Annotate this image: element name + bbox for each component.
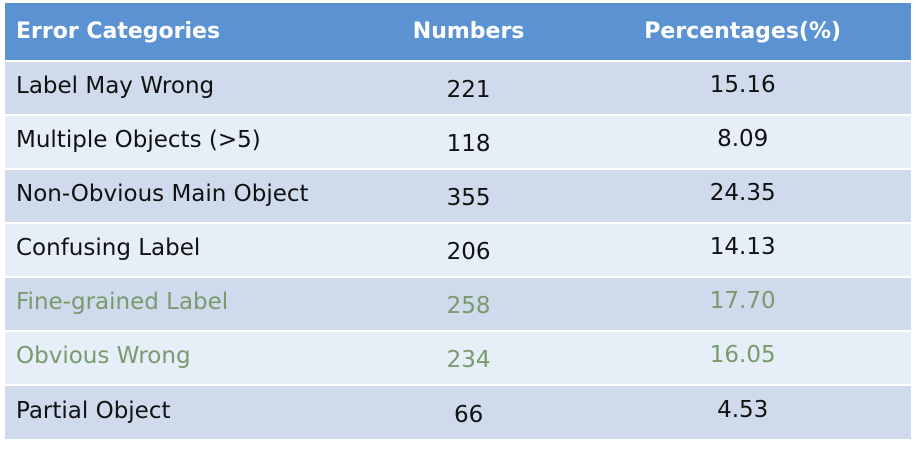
category-cell: Multiple Objects (>5) (16, 127, 261, 153)
percentage-cell: 8.09 (717, 126, 769, 152)
table-row: Partial Object 66 4.53 (5, 385, 911, 439)
number-cell: 206 (446, 239, 491, 265)
percentage-cell: 16.05 (709, 342, 776, 368)
table-row: Non-Obvious Main Object 355 24.35 (5, 169, 911, 223)
category-cell: Fine-grained Label (16, 289, 229, 315)
percentage-cell: 24.35 (709, 180, 776, 206)
header-percentages: Percentages(%) (644, 19, 842, 44)
number-cell: 258 (446, 293, 491, 319)
category-cell: Obvious Wrong (16, 343, 191, 369)
percentage-cell: 4.53 (717, 396, 769, 423)
header-error-categories: Error Categories (16, 19, 221, 44)
error-categories-table: Error Categories Numbers Percentages(%) … (5, 3, 911, 439)
percentage-cell: 17.70 (709, 288, 776, 314)
percentage-cell: 15.16 (709, 72, 776, 98)
table-row: Obvious Wrong 234 16.05 (5, 331, 911, 385)
table-row: Confusing Label 206 14.13 (5, 223, 911, 277)
table-row: Fine-grained Label 258 17.70 (5, 277, 911, 331)
number-cell: 118 (446, 131, 491, 157)
number-cell: 221 (446, 77, 491, 103)
table-header-row: Error Categories Numbers Percentages(%) (5, 3, 911, 61)
table-row: Multiple Objects (>5) 118 8.09 (5, 115, 911, 169)
number-cell: 234 (446, 347, 491, 373)
category-cell: Label May Wrong (16, 73, 215, 99)
category-cell: Non-Obvious Main Object (16, 181, 309, 207)
category-cell: Partial Object (16, 397, 171, 424)
number-cell: 66 (453, 401, 484, 428)
percentage-cell: 14.13 (709, 234, 776, 260)
number-cell: 355 (446, 185, 491, 211)
table-row: Label May Wrong 221 15.16 (5, 61, 911, 115)
header-numbers: Numbers (412, 19, 525, 44)
category-cell: Confusing Label (16, 235, 201, 261)
